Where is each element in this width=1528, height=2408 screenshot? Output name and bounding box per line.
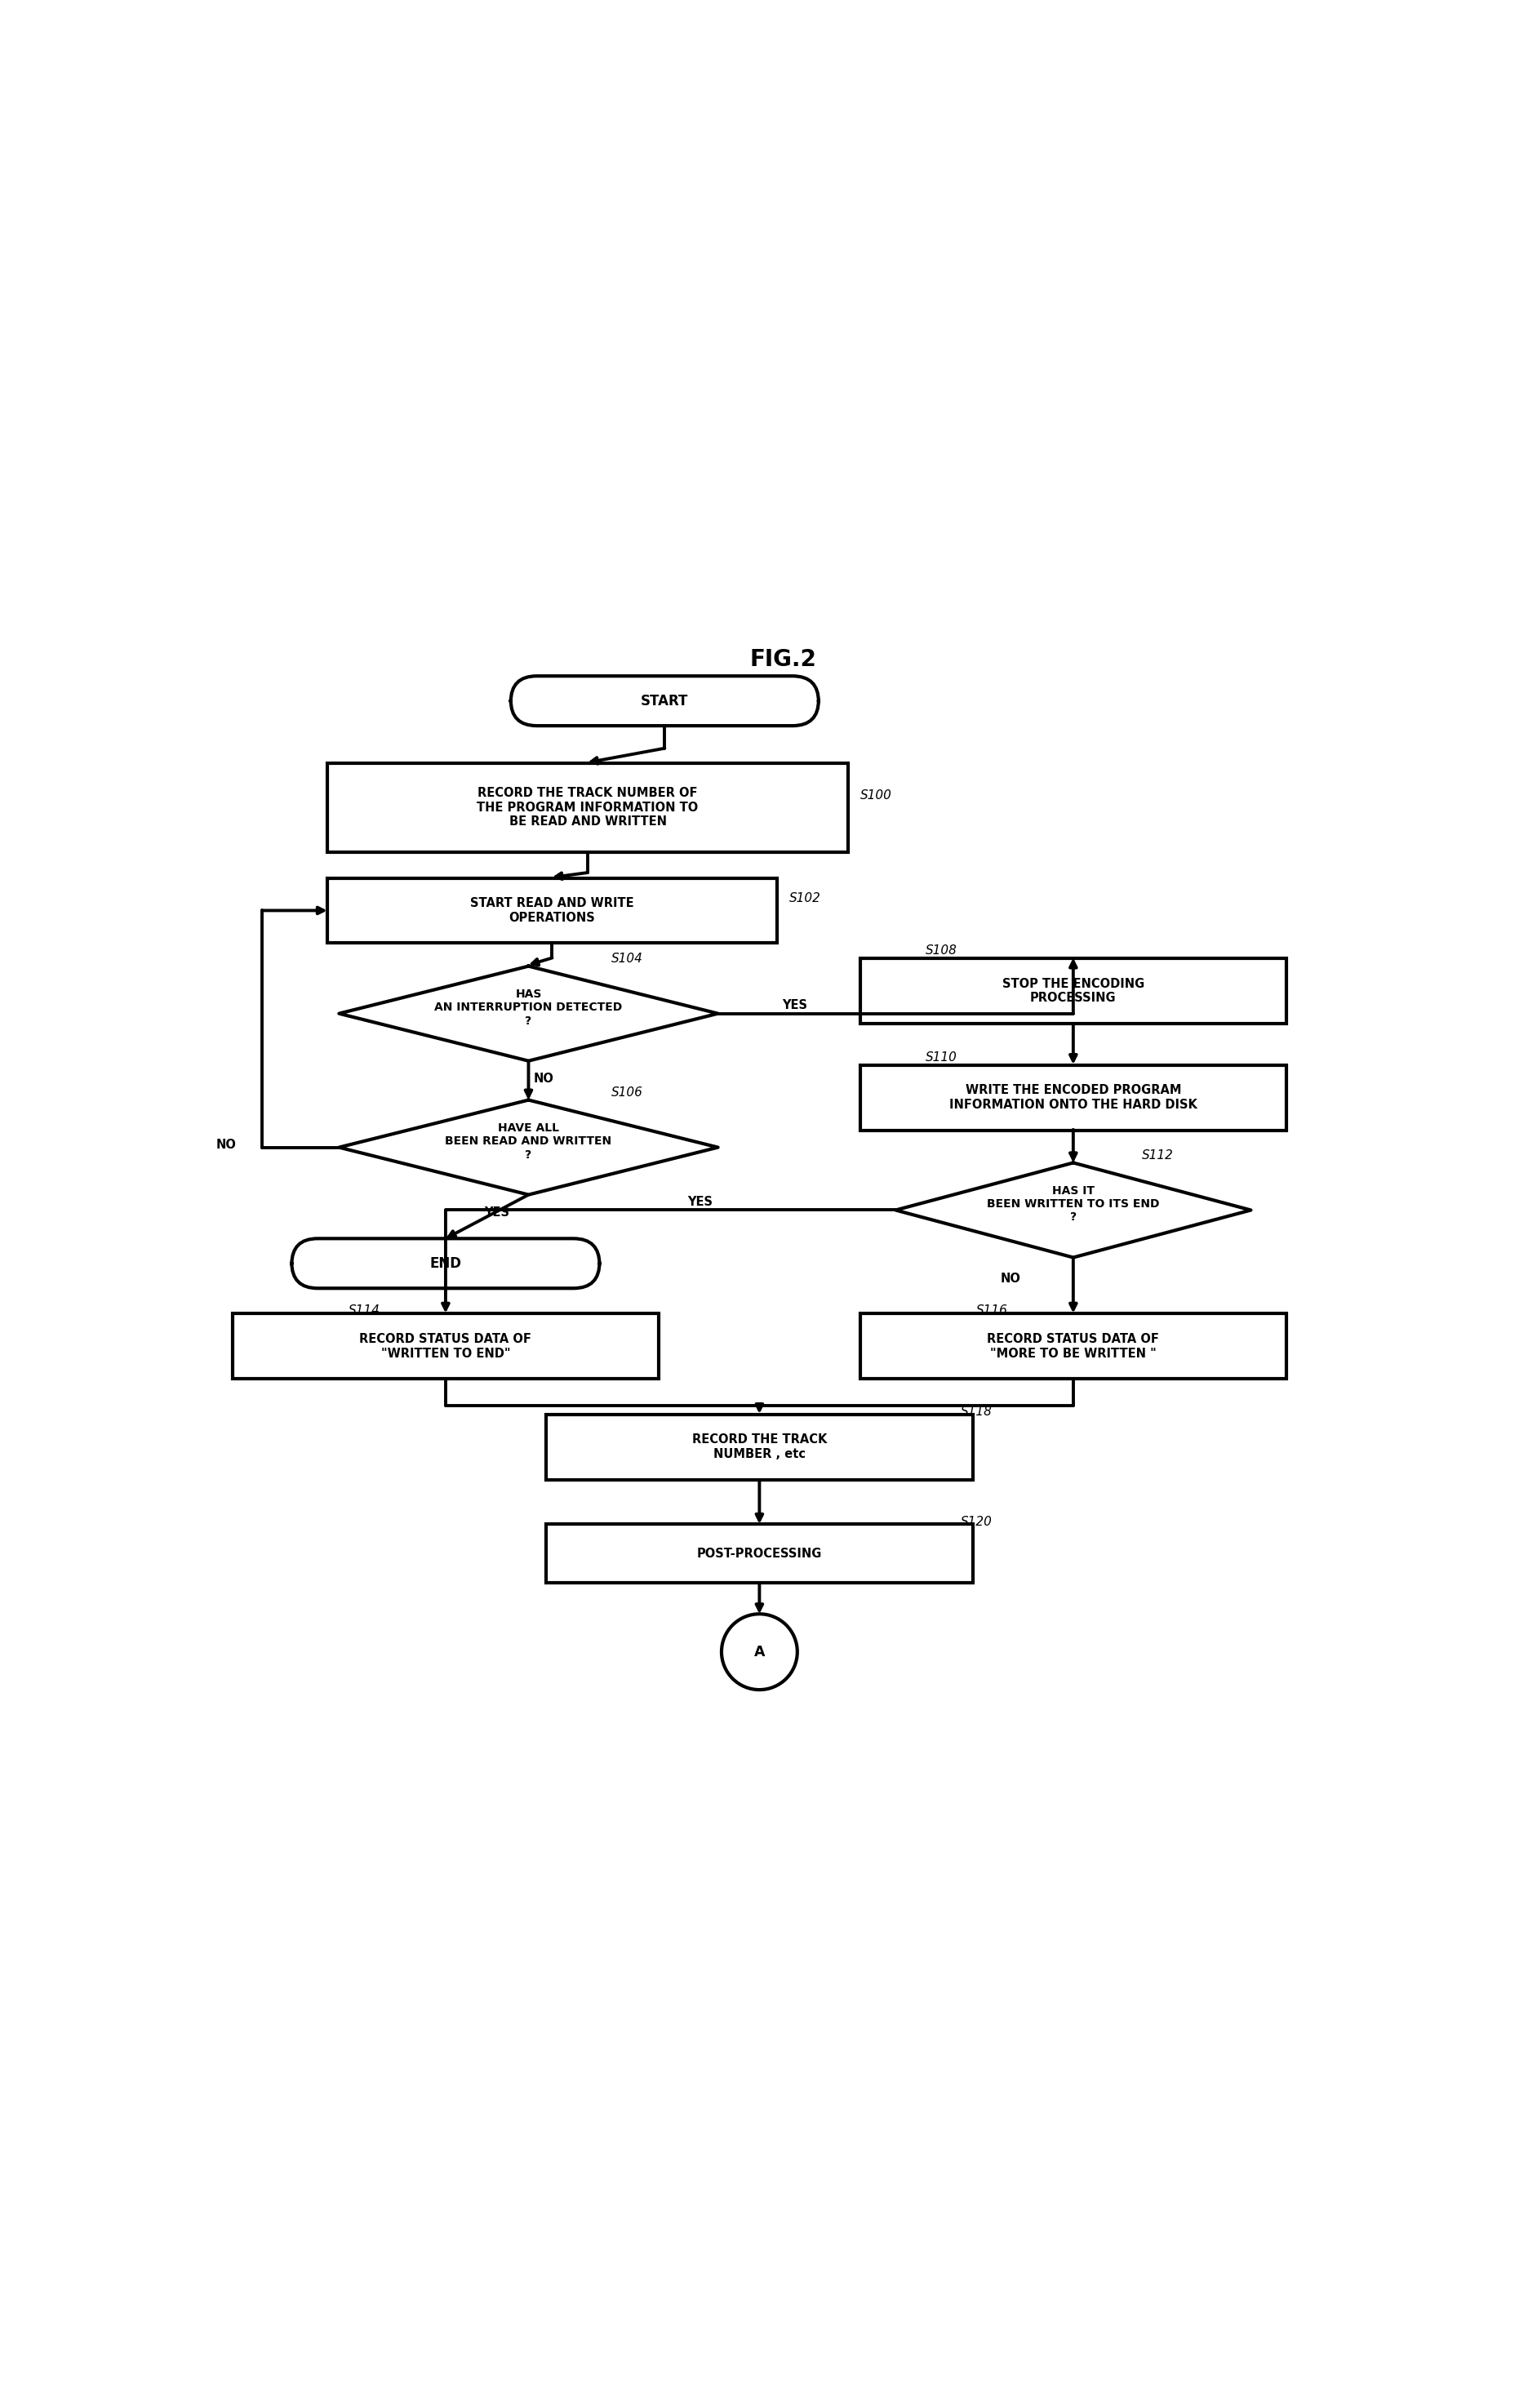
Text: RECORD THE TRACK NUMBER OF
THE PROGRAM INFORMATION TO
BE READ AND WRITTEN: RECORD THE TRACK NUMBER OF THE PROGRAM I…	[477, 787, 698, 828]
Text: NO: NO	[1001, 1274, 1021, 1286]
Polygon shape	[895, 1163, 1251, 1257]
Text: END: END	[429, 1257, 461, 1271]
Text: S112: S112	[1141, 1149, 1174, 1161]
Text: A: A	[753, 1645, 766, 1659]
Text: HAS IT
BEEN WRITTEN TO ITS END
?: HAS IT BEEN WRITTEN TO ITS END ?	[987, 1185, 1160, 1223]
Text: S116: S116	[976, 1305, 1008, 1317]
Bar	[860, 958, 1287, 1023]
Text: NO: NO	[217, 1139, 237, 1151]
Text: S118: S118	[961, 1406, 993, 1418]
Text: FIG.2: FIG.2	[750, 648, 816, 672]
Bar	[547, 1524, 972, 1582]
Text: YES: YES	[782, 999, 808, 1011]
Text: RECORD STATUS DATA OF
"MORE TO BE WRITTEN ": RECORD STATUS DATA OF "MORE TO BE WRITTE…	[987, 1334, 1160, 1361]
Text: HAS
AN INTERRUPTION DETECTED
?: HAS AN INTERRUPTION DETECTED ?	[434, 990, 622, 1026]
Text: S114: S114	[348, 1305, 380, 1317]
Text: STOP THE ENCODING
PROCESSING: STOP THE ENCODING PROCESSING	[1002, 978, 1144, 1004]
Text: START READ AND WRITE
OPERATIONS: START READ AND WRITE OPERATIONS	[471, 898, 634, 925]
Polygon shape	[339, 966, 718, 1062]
Text: POST-PROCESSING: POST-PROCESSING	[697, 1548, 822, 1560]
Polygon shape	[339, 1100, 718, 1194]
Text: S110: S110	[926, 1052, 957, 1064]
Text: S102: S102	[788, 893, 821, 905]
Text: HAVE ALL
BEEN READ AND WRITTEN
?: HAVE ALL BEEN READ AND WRITTEN ?	[445, 1122, 611, 1161]
Text: S100: S100	[860, 790, 892, 802]
Text: S104: S104	[611, 954, 643, 966]
Text: YES: YES	[688, 1197, 714, 1209]
Text: YES: YES	[484, 1206, 509, 1218]
Circle shape	[721, 1613, 798, 1690]
Text: RECORD THE TRACK
NUMBER , etc: RECORD THE TRACK NUMBER , etc	[692, 1433, 827, 1459]
Text: START: START	[640, 694, 689, 708]
FancyBboxPatch shape	[292, 1238, 599, 1288]
Text: S106: S106	[611, 1086, 643, 1098]
Bar	[327, 763, 848, 852]
Text: WRITE THE ENCODED PROGRAM
INFORMATION ONTO THE HARD DISK: WRITE THE ENCODED PROGRAM INFORMATION ON…	[949, 1084, 1198, 1110]
Bar	[547, 1413, 972, 1479]
Bar	[860, 1315, 1287, 1380]
Bar	[860, 1064, 1287, 1129]
Bar	[232, 1315, 659, 1380]
Bar	[327, 879, 778, 944]
Text: S120: S120	[961, 1515, 993, 1527]
FancyBboxPatch shape	[510, 677, 819, 725]
Text: RECORD STATUS DATA OF
"WRITTEN TO END": RECORD STATUS DATA OF "WRITTEN TO END"	[359, 1334, 532, 1361]
Text: NO: NO	[533, 1072, 555, 1084]
Text: S108: S108	[926, 944, 957, 956]
